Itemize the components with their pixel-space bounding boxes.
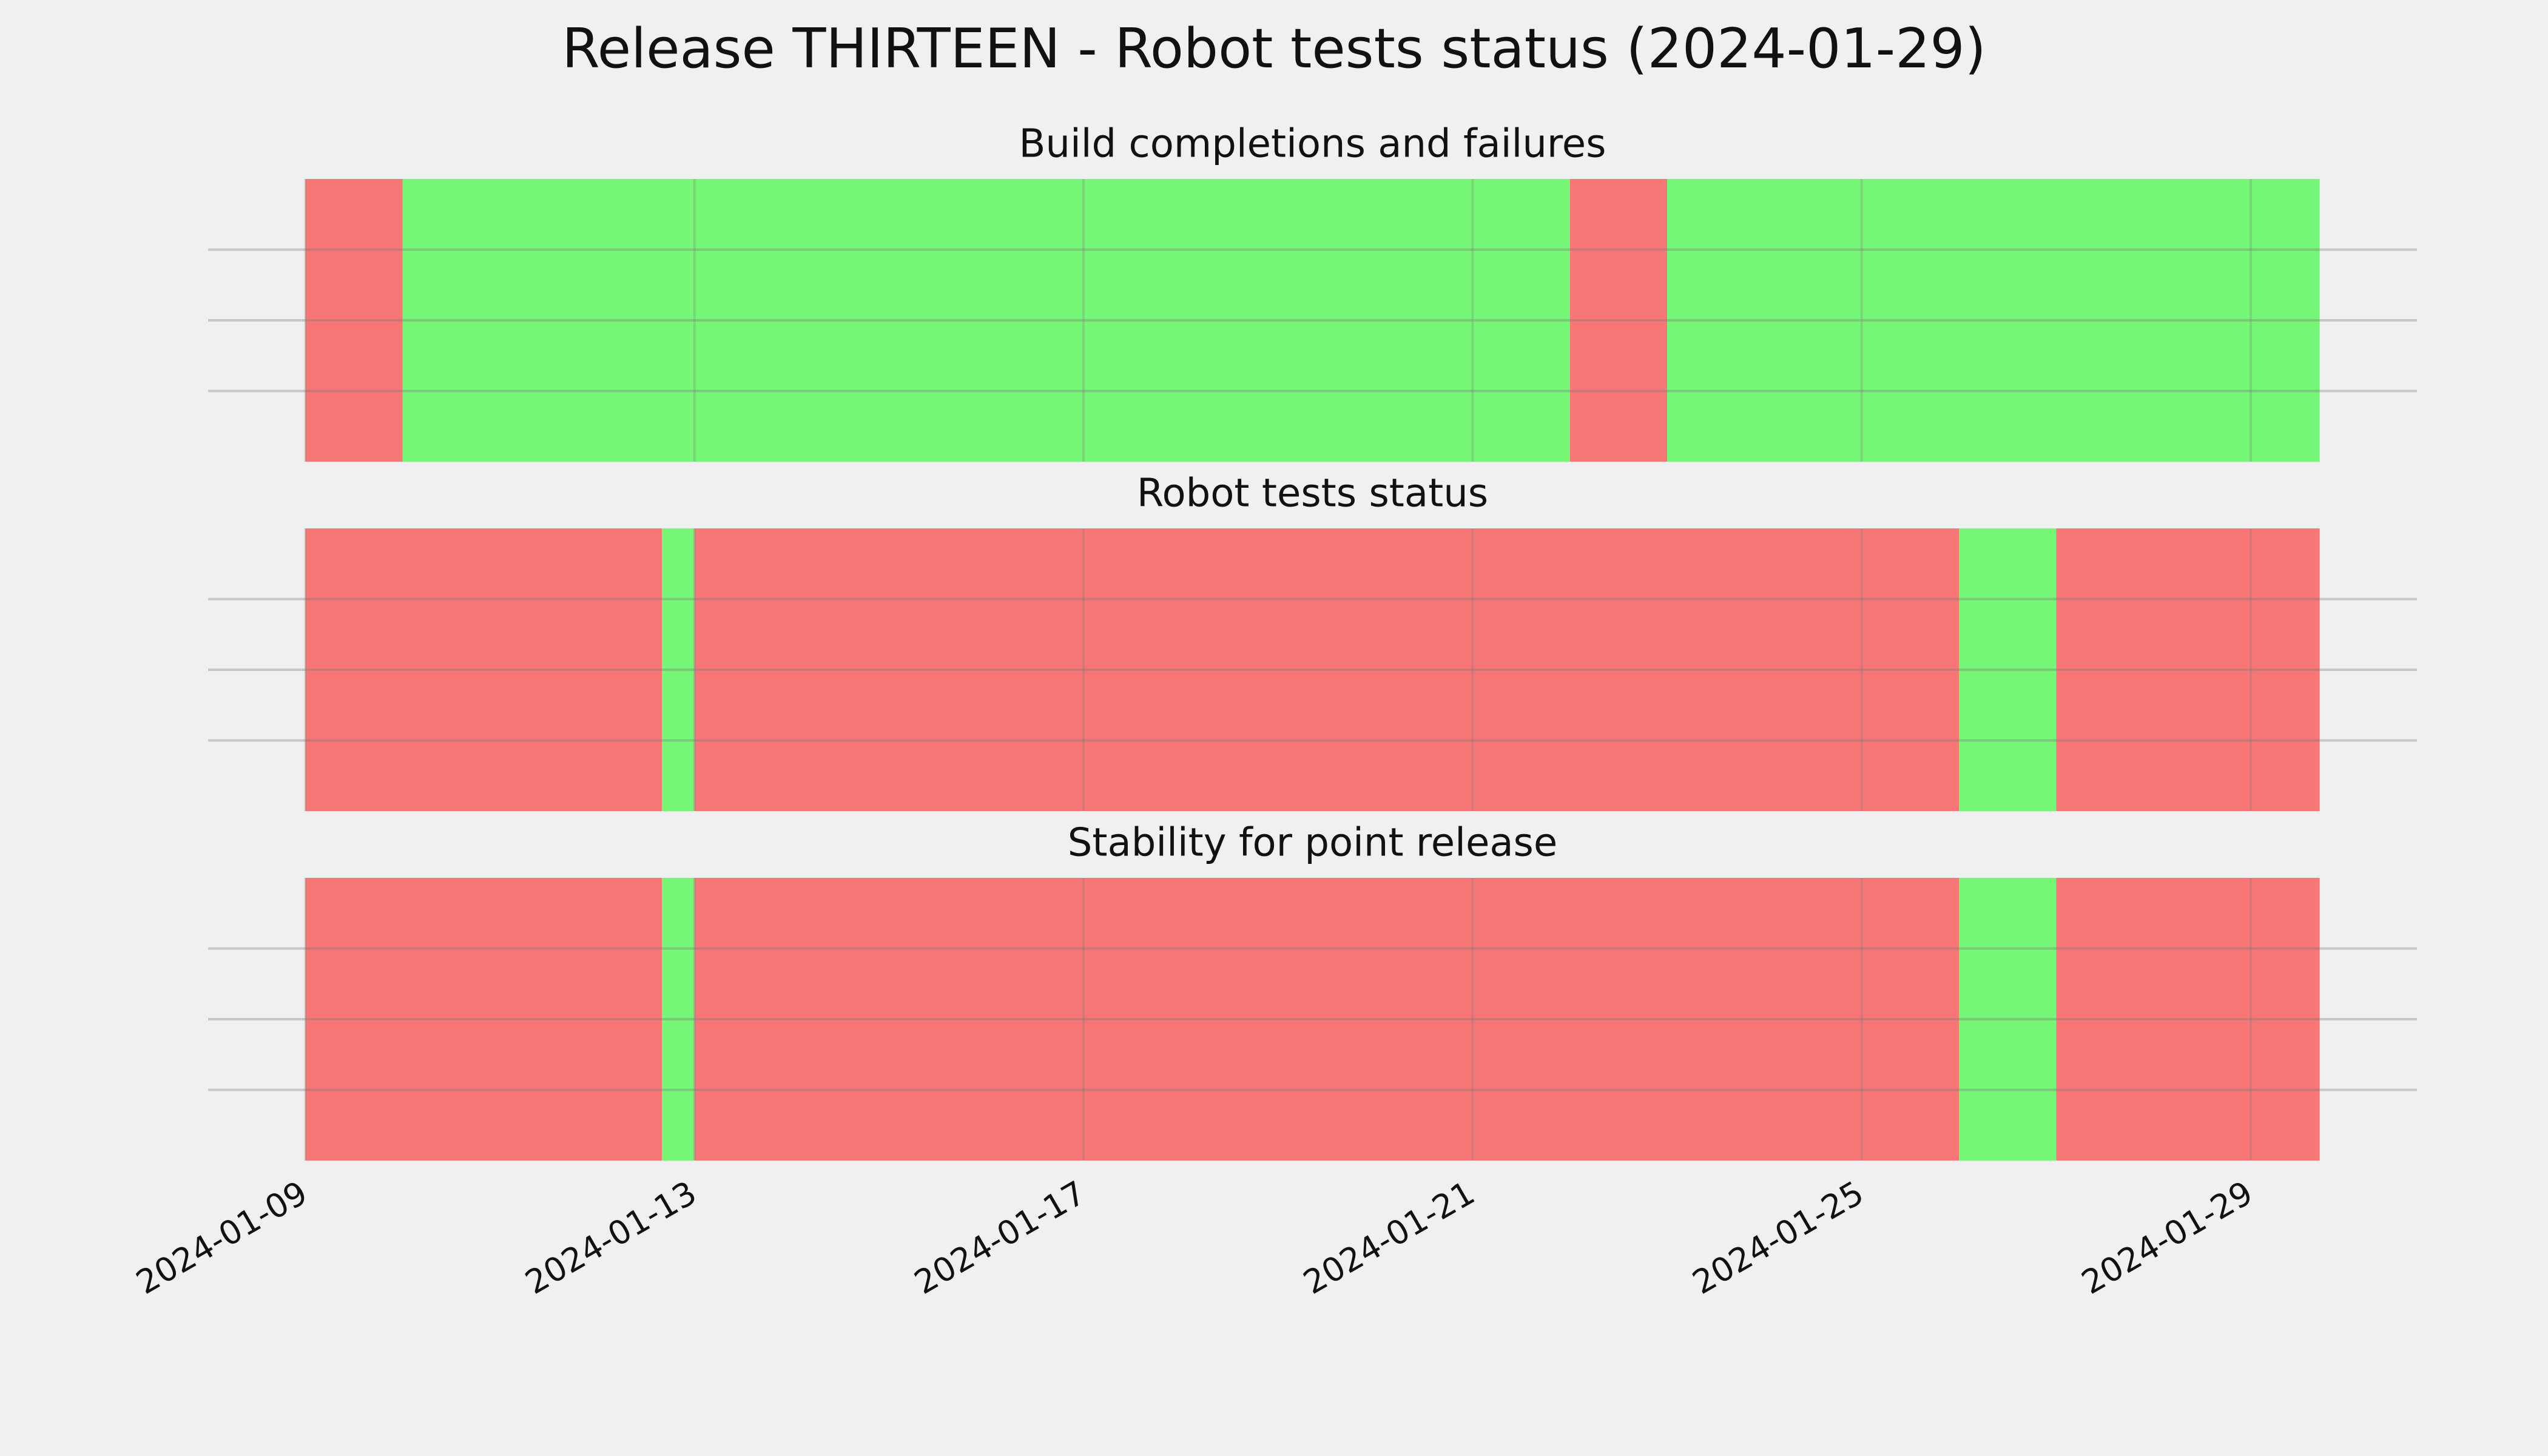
status-span <box>305 528 662 811</box>
status-span <box>694 528 1960 811</box>
status-span <box>1667 179 2320 462</box>
status-span <box>694 878 1960 1161</box>
status-span <box>662 878 695 1161</box>
status-span <box>2056 528 2320 811</box>
status-span <box>1959 878 2057 1161</box>
status-span <box>2056 878 2320 1161</box>
status-span <box>305 878 662 1161</box>
status-span <box>305 179 403 462</box>
subplot-title: Robot tests status <box>1137 471 1488 516</box>
status-span <box>1959 528 2057 811</box>
status-span <box>402 179 1570 462</box>
subplot-title: Stability for point release <box>1068 821 1558 866</box>
status-span <box>1569 179 1668 462</box>
chart-title: Release THIRTEEN - Robot tests status (2… <box>562 17 1986 81</box>
status-span <box>662 528 695 811</box>
subplot-title: Build completions and failures <box>1019 122 1606 167</box>
